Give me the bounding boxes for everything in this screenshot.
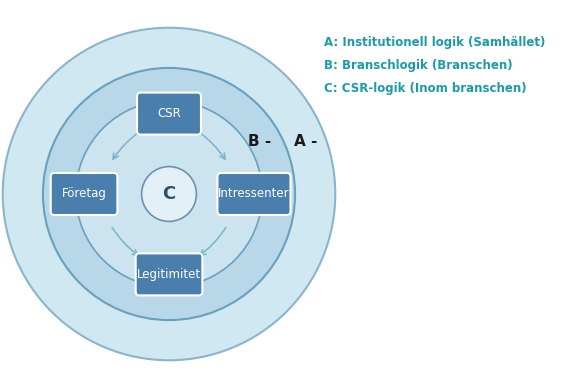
- FancyBboxPatch shape: [137, 93, 201, 135]
- FancyBboxPatch shape: [217, 173, 290, 215]
- FancyBboxPatch shape: [51, 173, 118, 215]
- Circle shape: [43, 68, 295, 320]
- Text: CSR: CSR: [157, 107, 181, 120]
- Text: A -: A -: [294, 133, 317, 149]
- Circle shape: [76, 101, 262, 287]
- Circle shape: [142, 166, 196, 222]
- Text: C: C: [162, 185, 176, 203]
- Text: Företag: Företag: [62, 187, 107, 201]
- Text: B -: B -: [248, 133, 272, 149]
- Circle shape: [3, 28, 335, 360]
- Text: B: Branschlogik (Branschen): B: Branschlogik (Branschen): [324, 59, 513, 72]
- Text: Legitimitet: Legitimitet: [137, 268, 201, 281]
- Text: Intressenter: Intressenter: [218, 187, 290, 201]
- Text: C: CSR-logik (Inom branschen): C: CSR-logik (Inom branschen): [324, 81, 527, 95]
- Text: A: Institutionell logik (Samhället): A: Institutionell logik (Samhället): [324, 36, 545, 49]
- FancyBboxPatch shape: [136, 253, 202, 295]
